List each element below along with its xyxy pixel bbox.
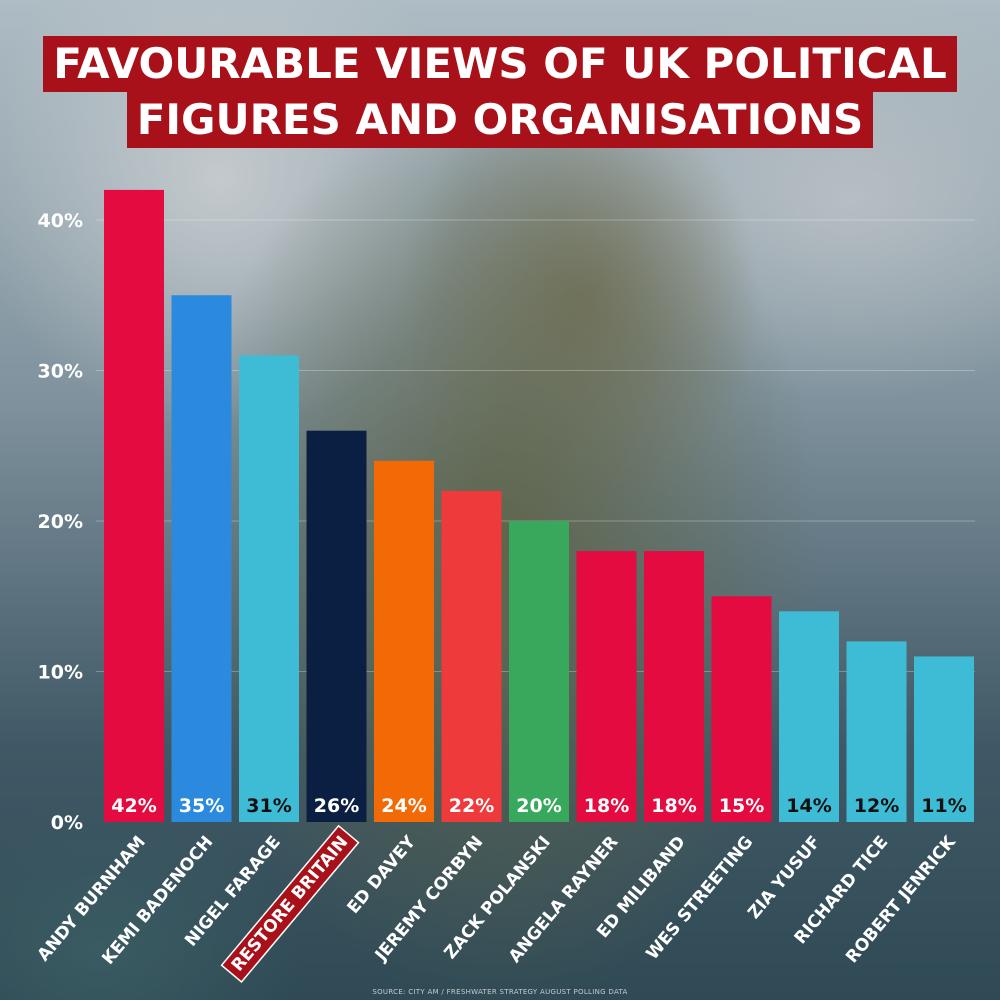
data-label: 22% <box>449 795 494 817</box>
category-highlight <box>220 824 360 984</box>
data-label: 11% <box>921 795 966 817</box>
data-labels: 42% 35% 31% 26% 24% 22% 20% 18% 18% 15% 14% 12% 11% <box>111 795 966 817</box>
bar <box>779 611 839 822</box>
bar <box>846 641 907 822</box>
chart-title-line-2: FIGURES AND ORGANISATIONS <box>126 92 874 148</box>
bar <box>104 189 164 822</box>
data-label: 31% <box>246 795 291 817</box>
y-tick-label: 10% <box>38 662 83 684</box>
data-label: 14% <box>786 795 831 817</box>
category-label-text: RESTORE BRITAIN <box>228 832 353 975</box>
bar <box>711 596 772 822</box>
y-tick-label: 30% <box>38 361 83 383</box>
bar <box>441 490 502 822</box>
bar <box>171 295 232 822</box>
y-tick-label: 0% <box>51 812 83 834</box>
category-label: RESTORE BRITAIN <box>220 824 360 984</box>
source-note: SOURCE: CITY AM / FRESHWATER STRATEGY AU… <box>372 988 628 996</box>
chart-title: FAVOURABLE VIEWS OF UK POLITICAL FIGURES… <box>0 36 1000 148</box>
bar <box>509 521 569 822</box>
y-tick-label: 40% <box>38 210 83 232</box>
bar <box>914 656 974 822</box>
data-label: 24% <box>381 795 426 817</box>
y-axis: 0% 10% 20% 30% 40% <box>38 210 83 834</box>
y-tick-label: 20% <box>38 511 83 533</box>
bar <box>239 355 299 822</box>
data-label: 42% <box>111 795 156 817</box>
data-label: 26% <box>314 795 359 817</box>
data-label: 18% <box>651 795 696 817</box>
data-label: 18% <box>584 795 629 817</box>
data-label: 20% <box>516 795 561 817</box>
bar <box>374 460 434 822</box>
chart-title-line-1: FAVOURABLE VIEWS OF UK POLITICAL <box>43 36 957 92</box>
bars <box>104 189 974 822</box>
data-label: 15% <box>719 795 764 817</box>
data-label: 35% <box>179 795 224 817</box>
bar <box>644 551 704 822</box>
bar <box>576 551 637 822</box>
bar <box>306 430 367 822</box>
data-label: 12% <box>854 795 899 817</box>
